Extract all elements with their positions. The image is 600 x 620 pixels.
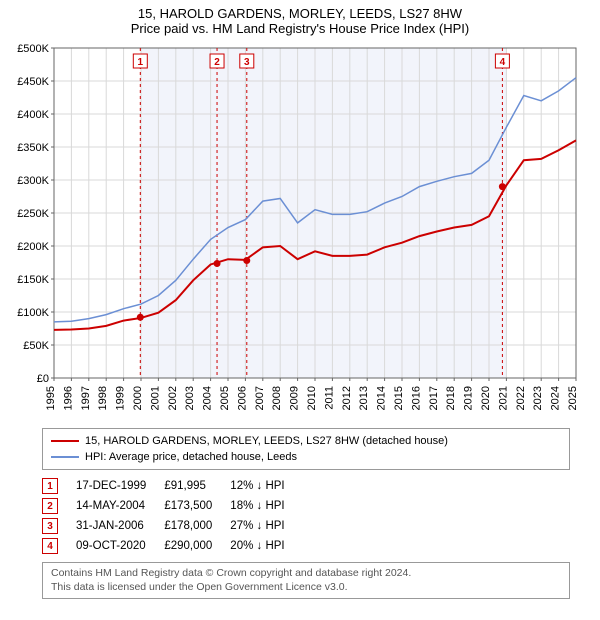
svg-text:£100K: £100K xyxy=(17,307,49,319)
table-row: 1 17-DEC-1999£91,99512% ↓ HPI xyxy=(42,476,303,496)
sale-price: £91,995 xyxy=(164,476,230,496)
svg-text:2002: 2002 xyxy=(167,386,179,410)
svg-text:2023: 2023 xyxy=(532,386,544,410)
svg-text:1996: 1996 xyxy=(62,386,74,410)
svg-text:2012: 2012 xyxy=(341,386,353,410)
svg-text:2015: 2015 xyxy=(393,386,405,410)
svg-text:2006: 2006 xyxy=(236,386,248,410)
table-row: 4 09-OCT-2020£290,00020% ↓ HPI xyxy=(42,536,303,556)
svg-text:2021: 2021 xyxy=(497,386,509,410)
svg-text:£400K: £400K xyxy=(17,109,49,121)
sale-marker-icon: 1 xyxy=(42,478,58,494)
legend-row-property: 15, HAROLD GARDENS, MORLEY, LEEDS, LS27 … xyxy=(51,433,561,449)
sale-marker-icon: 4 xyxy=(42,538,58,554)
chart-title: 15, HAROLD GARDENS, MORLEY, LEEDS, LS27 … xyxy=(0,0,600,21)
svg-text:2016: 2016 xyxy=(410,386,422,410)
sale-price: £173,500 xyxy=(164,496,230,516)
sale-date: 31-JAN-2006 xyxy=(76,516,164,536)
footer-box: Contains HM Land Registry data © Crown c… xyxy=(42,562,570,599)
legend-swatch xyxy=(51,456,79,458)
svg-text:1995: 1995 xyxy=(45,386,57,410)
footer-line: Contains HM Land Registry data © Crown c… xyxy=(51,567,561,581)
svg-text:£350K: £350K xyxy=(17,142,49,154)
sale-marker-icon: 3 xyxy=(42,518,58,534)
sale-pct: 27% ↓ HPI xyxy=(230,516,302,536)
svg-text:2003: 2003 xyxy=(184,386,196,410)
svg-text:£150K: £150K xyxy=(17,274,49,286)
svg-text:2018: 2018 xyxy=(445,386,457,410)
chart-subtitle: Price paid vs. HM Land Registry's House … xyxy=(0,21,600,40)
svg-text:2005: 2005 xyxy=(219,386,231,410)
container: 15, HAROLD GARDENS, MORLEY, LEEDS, LS27 … xyxy=(0,0,600,620)
table-row: 3 31-JAN-2006£178,00027% ↓ HPI xyxy=(42,516,303,536)
sale-pct: 12% ↓ HPI xyxy=(230,476,302,496)
line-chart: £0 £50K £100K £150K £200K £250K £300K £350K £400… xyxy=(10,40,590,420)
svg-text:2017: 2017 xyxy=(428,386,440,410)
sale-date: 17-DEC-1999 xyxy=(76,476,164,496)
svg-text:£300K: £300K xyxy=(17,175,49,187)
svg-text:1999: 1999 xyxy=(115,386,127,410)
svg-text:2: 2 xyxy=(214,57,220,68)
sale-date: 09-OCT-2020 xyxy=(76,536,164,556)
sale-price: £178,000 xyxy=(164,516,230,536)
svg-text:£200K: £200K xyxy=(17,241,49,253)
svg-text:£500K: £500K xyxy=(17,43,49,55)
svg-text:£0: £0 xyxy=(37,373,49,385)
svg-text:2008: 2008 xyxy=(271,386,283,410)
svg-text:2014: 2014 xyxy=(376,386,388,410)
svg-text:1997: 1997 xyxy=(80,386,92,410)
table-row: 2 14-MAY-2004£173,50018% ↓ HPI xyxy=(42,496,303,516)
svg-text:1: 1 xyxy=(138,57,144,68)
sale-price: £290,000 xyxy=(164,536,230,556)
svg-text:2007: 2007 xyxy=(254,386,266,410)
svg-text:2025: 2025 xyxy=(567,386,579,410)
svg-text:2024: 2024 xyxy=(550,386,562,410)
svg-text:2013: 2013 xyxy=(358,386,370,410)
svg-text:4: 4 xyxy=(500,57,506,68)
sales-table: 1 17-DEC-1999£91,99512% ↓ HPI 2 14-MAY-2004… xyxy=(42,476,303,556)
sale-date: 14-MAY-2004 xyxy=(76,496,164,516)
svg-text:£450K: £450K xyxy=(17,76,49,88)
svg-text:2020: 2020 xyxy=(480,386,492,410)
svg-text:1998: 1998 xyxy=(97,386,109,410)
svg-text:2022: 2022 xyxy=(515,386,527,410)
legend-swatch xyxy=(51,440,79,442)
legend-label: 15, HAROLD GARDENS, MORLEY, LEEDS, LS27 … xyxy=(85,435,448,447)
svg-text:2011: 2011 xyxy=(323,386,335,410)
svg-text:2001: 2001 xyxy=(149,386,161,410)
legend: 15, HAROLD GARDENS, MORLEY, LEEDS, LS27 … xyxy=(42,428,570,470)
svg-text:2019: 2019 xyxy=(463,386,475,410)
svg-text:2004: 2004 xyxy=(202,386,214,410)
legend-label: HPI: Average price, detached house, Leed… xyxy=(85,451,297,463)
sale-pct: 18% ↓ HPI xyxy=(230,496,302,516)
legend-row-hpi: HPI: Average price, detached house, Leed… xyxy=(51,449,561,465)
svg-text:2010: 2010 xyxy=(306,386,318,410)
footer-line: This data is licensed under the Open Gov… xyxy=(51,581,561,595)
svg-text:2009: 2009 xyxy=(289,386,301,410)
sale-marker-icon: 2 xyxy=(42,498,58,514)
svg-text:2000: 2000 xyxy=(132,386,144,410)
svg-text:3: 3 xyxy=(244,57,250,68)
svg-text:£50K: £50K xyxy=(23,340,49,352)
svg-text:£250K: £250K xyxy=(17,208,49,220)
sale-pct: 20% ↓ HPI xyxy=(230,536,302,556)
chart-area: £0 £50K £100K £150K £200K £250K £300K £350K £400… xyxy=(10,40,590,420)
